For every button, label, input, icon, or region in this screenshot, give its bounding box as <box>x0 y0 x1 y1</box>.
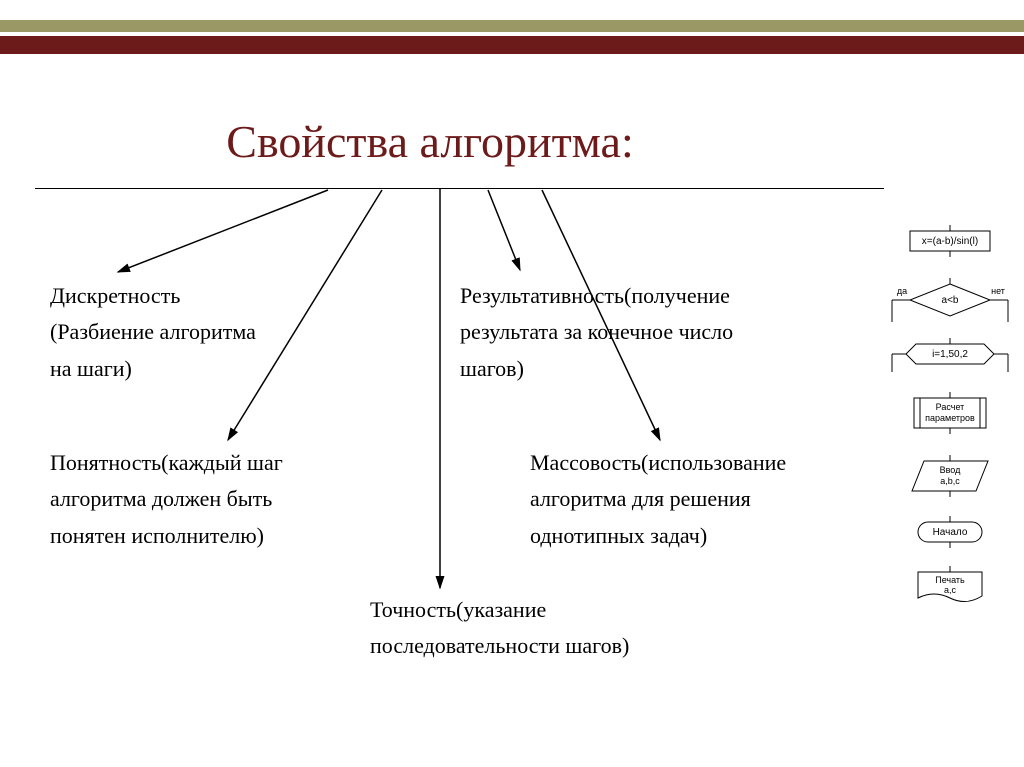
page-title: Свойства алгоритма: <box>0 115 860 168</box>
svg-text:да: да <box>897 286 907 296</box>
fc-output-icon: Печать a,c <box>890 566 1010 610</box>
fc-terminal-icon: Начало <box>890 516 1010 548</box>
fc-decision-icon: a<b да нет <box>890 278 1010 322</box>
prop-resultativeness: Результативность(получение результата за… <box>460 278 733 387</box>
title-underline <box>35 188 884 189</box>
prop-mass: Массовость(использование алгоритма для р… <box>530 445 786 554</box>
top-bar-maroon <box>0 36 1024 54</box>
svg-text:нет: нет <box>991 286 1005 296</box>
fc-process-icon: x=(a-b)/sin(l) <box>890 225 1010 257</box>
svg-text:a,c: a,c <box>944 585 957 595</box>
fc-subroutine-icon: Расчет параметров <box>890 392 1010 434</box>
svg-text:x=(a-b)/sin(l): x=(a-b)/sin(l) <box>922 236 978 247</box>
svg-text:Начало: Начало <box>933 527 968 538</box>
svg-text:i=1,50,2: i=1,50,2 <box>932 349 968 360</box>
svg-text:параметров: параметров <box>925 413 975 423</box>
top-bar-olive <box>0 20 1024 32</box>
prop-understandability: Понятность(каждый шаг алгоритма должен б… <box>50 445 283 554</box>
svg-text:Расчет: Расчет <box>936 402 965 412</box>
fc-loop-icon: i=1,50,2 <box>890 338 1010 372</box>
svg-text:a<b: a<b <box>942 295 959 306</box>
fc-io-icon: Ввод a,b,c <box>890 455 1010 497</box>
prop-precision: Точность(указание последовательности шаг… <box>370 592 629 665</box>
svg-text:a,b,c: a,b,c <box>940 476 960 486</box>
svg-text:Печать: Печать <box>935 575 965 585</box>
prop-discreteness: Дискретность (Разбиение алгоритма на шаг… <box>50 278 256 387</box>
svg-text:Ввод: Ввод <box>940 465 961 475</box>
